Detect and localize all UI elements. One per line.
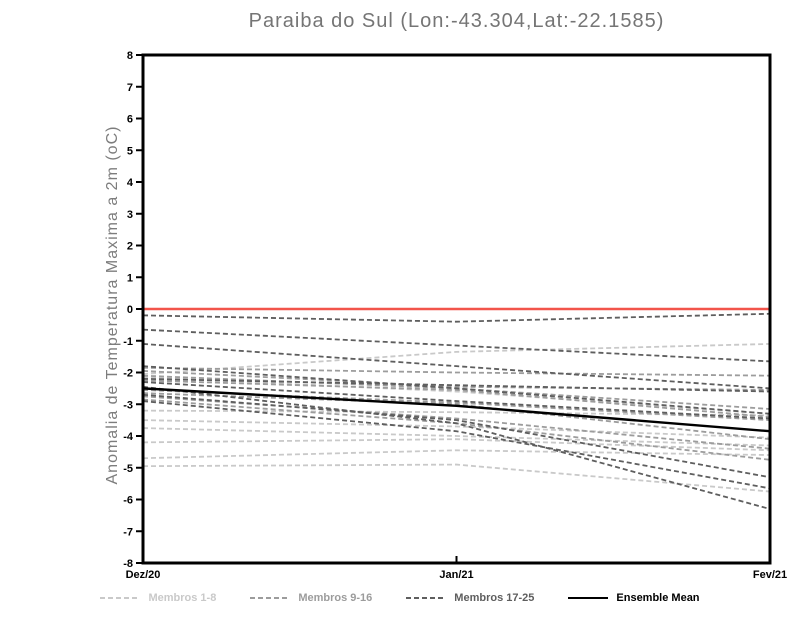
member-line-group-3 xyxy=(142,365,771,415)
y-tick-label: 7 xyxy=(127,82,133,94)
legend-item-membros-1-8: Membros 1-8 xyxy=(100,592,216,604)
legend-line-sample-solid xyxy=(568,597,609,599)
legend-label: Ensemble Mean xyxy=(616,592,700,604)
y-tick-label: -7 xyxy=(123,526,133,538)
chart-title: Paraiba do Sul (Lon:-43.304,Lat:-22.1585… xyxy=(248,10,665,32)
ensemble-mean-line xyxy=(142,387,771,433)
y-tick-label: -8 xyxy=(123,558,133,570)
member-line-group-1 xyxy=(142,438,771,452)
member-line-group-2 xyxy=(142,366,771,377)
member-line-group-1 xyxy=(142,427,771,447)
member-line-group-3 xyxy=(142,343,771,390)
legend-label: Membros 1-8 xyxy=(148,592,217,604)
legend-item-ensemble-mean: Ensemble Mean xyxy=(568,592,700,604)
y-tick-label: 8 xyxy=(127,50,133,62)
y-tick-label: 5 xyxy=(127,145,133,157)
y-tick-label: -6 xyxy=(123,495,133,507)
plot-frame xyxy=(141,53,772,565)
member-line-group-3 xyxy=(142,328,771,363)
x-tick-label: Fev/21 xyxy=(753,569,787,581)
member-line-group-3 xyxy=(142,385,771,510)
x-tick-label: Dez/20 xyxy=(126,569,161,581)
y-tick-label: -2 xyxy=(123,368,133,380)
legend-line-sample-dashed xyxy=(406,597,447,599)
member-line-group-3 xyxy=(142,377,771,393)
member-line-group-2 xyxy=(142,379,771,418)
member-line-group-3 xyxy=(142,400,771,490)
y-tick-label: 2 xyxy=(127,241,133,253)
member-line-group-1 xyxy=(142,463,771,493)
legend-item-membros-17-25: Membros 17-25 xyxy=(406,592,534,604)
y-tick-label: 0 xyxy=(127,304,133,316)
y-tick-label: 3 xyxy=(127,209,133,221)
legend: Membros 1-8 Membros 9-16 Membros 17-25 E… xyxy=(0,586,800,610)
legend-item-membros-9-16: Membros 9-16 xyxy=(250,592,372,604)
member-line-group-2 xyxy=(142,392,771,441)
member-line-group-2 xyxy=(142,370,771,391)
y-tick-label: -5 xyxy=(123,463,133,475)
y-tick-label: -3 xyxy=(123,399,133,411)
member-line-group-1 xyxy=(142,419,771,439)
y-tick-label: 4 xyxy=(127,177,134,189)
y-tick-label: -4 xyxy=(123,431,134,443)
legend-label: Membros 9-16 xyxy=(298,592,373,604)
y-tick-label: 6 xyxy=(127,114,133,126)
legend-line-sample-dashed xyxy=(100,597,141,599)
member-line-group-1 xyxy=(142,409,771,417)
member-line-group-1 xyxy=(142,376,771,415)
member-line-group-3 xyxy=(142,393,771,479)
y-tick-label: -1 xyxy=(123,336,133,348)
y-tick-label: 1 xyxy=(127,272,133,284)
legend-label: Membros 17-25 xyxy=(454,592,535,604)
member-line-group-3 xyxy=(142,312,771,323)
member-line-group-1 xyxy=(142,449,771,460)
legend-line-sample-dashed xyxy=(250,597,291,599)
member-line-group-1 xyxy=(142,343,771,375)
x-tick-label: Jan/21 xyxy=(439,569,473,581)
member-line-group-3 xyxy=(142,381,771,420)
